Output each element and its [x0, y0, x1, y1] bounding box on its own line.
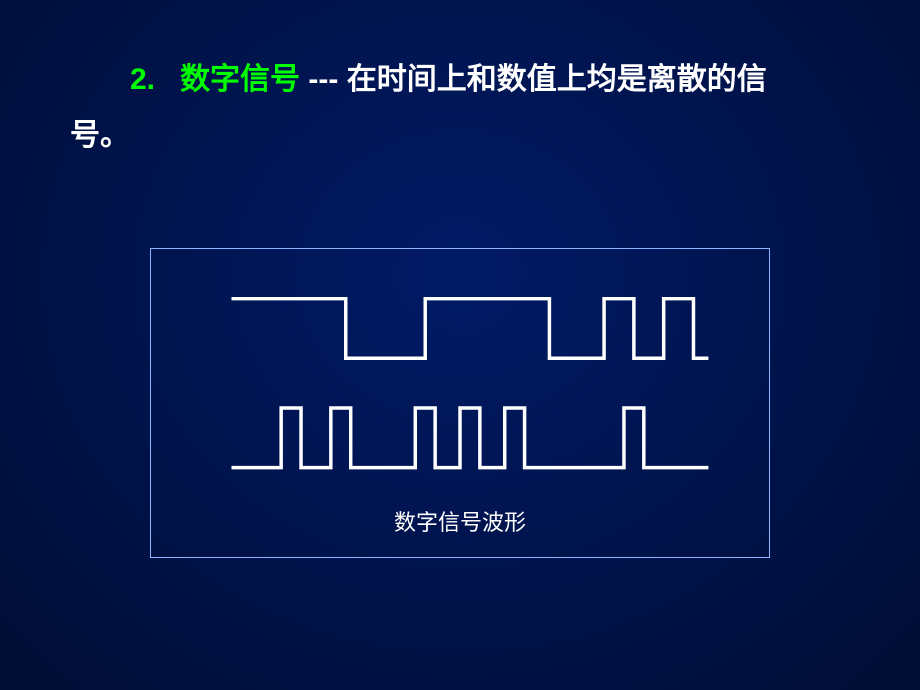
slide-heading: 2. 数字信号 --- 在时间上和数值上均是离散的信 号。 — [130, 52, 870, 163]
figure-caption: 数字信号波形 — [151, 505, 769, 537]
digital-wave-top — [231, 299, 708, 359]
heading-desc-part2: 号。 — [70, 108, 870, 164]
heading-dashes: --- — [308, 63, 338, 96]
waveform-figure: 数字信号波形 — [150, 248, 770, 558]
heading-term: 数字信号 — [180, 63, 300, 96]
heading-number: 2. — [130, 63, 155, 96]
heading-desc-part1: 在时间上和数值上均是离散的信 — [347, 63, 767, 96]
digital-wave-bottom — [231, 408, 708, 468]
slide-root: 2. 数字信号 --- 在时间上和数值上均是离散的信 号。 数字信号波形 — [0, 0, 920, 690]
